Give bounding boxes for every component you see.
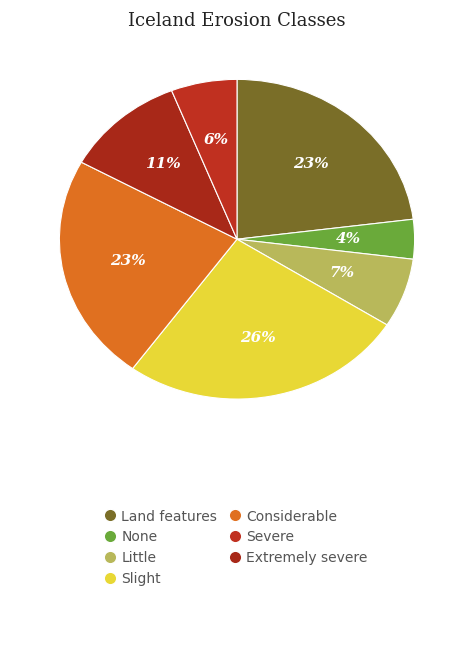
Text: 23%: 23% [293,156,329,171]
Text: 26%: 26% [240,331,276,345]
Text: 6%: 6% [203,133,228,147]
Text: 7%: 7% [330,266,355,280]
Wedge shape [172,79,237,239]
Text: 4%: 4% [337,232,362,246]
Wedge shape [59,162,237,369]
Wedge shape [237,79,413,239]
Wedge shape [237,239,413,325]
Title: Iceland Erosion Classes: Iceland Erosion Classes [128,12,346,30]
Legend: Land features, None, Little, Slight, Considerable, Severe, Extremely severe, : Land features, None, Little, Slight, Con… [100,504,374,592]
Wedge shape [237,219,415,259]
Text: 11%: 11% [145,156,181,171]
Text: 23%: 23% [110,254,146,268]
Wedge shape [133,239,387,399]
Wedge shape [82,91,237,239]
